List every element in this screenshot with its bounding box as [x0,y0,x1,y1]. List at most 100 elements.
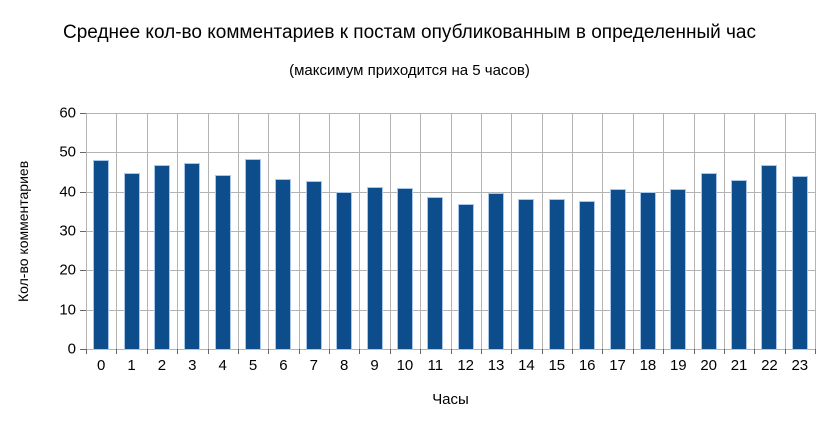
y-tick-label-0: 0 [67,340,76,358]
bar-hour-0 [93,159,110,350]
gridline-x [784,113,786,349]
x-tick-mark [359,349,361,354]
x-tick-label-11: 11 [427,357,444,374]
x-tick-label-1: 1 [127,357,136,374]
x-tick-label-15: 15 [548,357,566,374]
y-axis-tick-labels: 0 10 20 30 40 50 60 [0,105,76,358]
x-tick-mark [207,349,209,354]
y-tick-mark [80,270,86,272]
x-tick-label-0: 0 [97,357,106,374]
x-tick-label-18: 18 [639,357,657,374]
gridline-x [450,113,452,349]
gridline-x [329,113,330,349]
chart-subtitle: (максимум приходится на 5 часов) [289,62,530,79]
y-tick-label-30: 30 [59,222,76,240]
y-tick-mark [80,152,86,154]
x-tick-mark [329,349,330,354]
x-tick-label-14: 14 [518,357,535,374]
x-tick-label-10: 10 [396,357,414,374]
x-tick-mark [754,349,756,354]
x-tick-mark [450,349,452,354]
x-tick-mark [693,349,695,354]
x-tick-mark [541,349,543,354]
x-tick-mark [663,349,665,354]
bar-hour-13 [488,193,505,350]
x-tick-label-16: 16 [578,357,596,374]
x-tick-mark [298,349,300,354]
x-tick-label-12: 12 [457,357,475,374]
gridline-x [815,113,816,349]
gridline-x [754,113,756,349]
gridline-x [420,113,422,349]
gridline-x [116,113,118,349]
bar-hour-8 [336,191,353,350]
y-tick-mark [80,113,86,114]
plot-area [86,113,816,350]
gridline-x [298,113,300,349]
chart-title: Среднее кол-во комментариев к постам опу… [63,22,756,43]
gridline-x [602,113,604,349]
x-tick-mark [632,349,634,354]
bar-hour-22 [761,164,778,350]
x-tick-label-20: 20 [700,357,718,374]
bar-hour-9 [366,187,383,350]
x-tick-mark [784,349,786,354]
bar-hour-16 [579,200,596,350]
gridline-x [207,113,209,349]
gridline-x [572,113,573,349]
bar-hour-21 [731,179,748,350]
bar-hour-10 [396,188,413,350]
x-axis-tick-labels: 0 1 2 3 4 5 6 7 8 9 10 11 12 13 14 15 16 17 18 19 20 21 22 23 [86,357,815,377]
x-tick-mark [237,349,239,354]
bar-hour-17 [609,188,626,350]
gridline-x [268,113,270,349]
bar-hour-15 [548,199,565,350]
x-axis-label: Часы [432,391,469,408]
gridline-x [693,113,695,349]
bar-hour-6 [275,178,292,350]
x-tick-label-5: 5 [248,357,258,374]
x-tick-mark [420,349,422,354]
bar-hour-23 [791,176,808,350]
x-tick-mark [146,349,148,354]
x-tick-label-22: 22 [761,357,778,374]
x-tick-label-17: 17 [609,357,626,374]
x-tick-mark [86,349,87,354]
bar-hour-12 [457,204,474,350]
gridline-x [480,113,482,349]
x-tick-label-7: 7 [309,357,318,374]
x-tick-label-4: 4 [218,357,227,374]
x-tick-label-13: 13 [487,357,505,374]
gridline-x [632,113,634,349]
x-tick-mark [177,349,179,354]
x-tick-mark [268,349,270,354]
bar-hour-19 [670,188,687,350]
y-tick-mark [80,231,86,232]
x-tick-label-2: 2 [157,357,167,374]
bar-hour-3 [184,163,201,350]
bar-hour-1 [123,173,140,350]
x-tick-mark [572,349,573,354]
x-tick-label-19: 19 [669,357,687,374]
gridline-x [177,113,179,349]
gridline-x [359,113,361,349]
x-tick-mark [116,349,118,354]
gridline-x [389,113,391,349]
x-tick-mark [602,349,604,354]
bar-hour-4 [214,174,231,350]
x-tick-mark [480,349,482,354]
bar-hour-20 [700,173,717,350]
bar-hour-18 [639,191,656,350]
y-tick-mark [80,191,86,193]
bar-hour-7 [305,180,322,350]
y-tick-label-10: 10 [59,301,76,319]
y-tick-mark [80,349,86,350]
gridline-x [86,113,87,349]
bar-hour-2 [153,164,170,350]
bar-hour-5 [245,159,262,350]
y-tick-label-20: 20 [59,261,76,279]
x-tick-label-9: 9 [370,357,379,374]
gridline-x [237,113,239,349]
y-tick-label-60: 60 [59,104,76,122]
